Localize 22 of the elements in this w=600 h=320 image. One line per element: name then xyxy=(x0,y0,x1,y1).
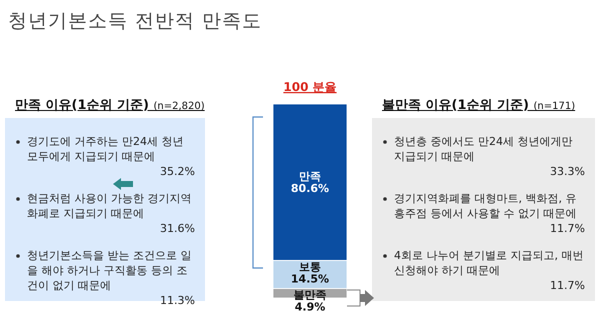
text: 경기지역화폐를 대형마트, 백화점, 유흥주점 등에서 사용할 수 없기 때문에 xyxy=(393,191,578,221)
text: 4회로 나누어 분기별로 지급되고, 매번 신청해야 하기 때문에 xyxy=(393,248,584,278)
data-label: 4.9% xyxy=(294,300,326,314)
text: 11.7% xyxy=(549,278,585,293)
series-label: 불만족 xyxy=(294,288,326,302)
series-label: 보통 xyxy=(299,260,321,274)
text: 11.7% xyxy=(549,221,585,236)
text: 35.2% xyxy=(159,164,195,179)
text: 33.3% xyxy=(549,164,585,179)
data-label: 80.6% xyxy=(290,182,330,196)
text: (n=2,820) xyxy=(154,101,205,112)
chart-subtitle: 100 분율 xyxy=(283,80,337,94)
text: (n=171) xyxy=(534,101,576,112)
text: 청년기본소득을 받는 조건으로 일을 해야 하거나 구직활동 등의 조건이 없기 때문에 xyxy=(26,248,192,293)
chart-title: 청년기본소득 전반적 만족도 xyxy=(8,9,262,34)
text: 청년층 중에서도 만24세 청년에게만 지급되기 때문에 xyxy=(393,134,574,164)
data-label: 14.5% xyxy=(290,272,330,286)
text: 11.3% xyxy=(159,293,195,308)
text: 경기도에 거주하는 만24세 청년 모두에게 지급되기 때문에 xyxy=(26,134,184,164)
text: 현금처럼 사용이 가능한 경기지역화폐로 지급되기 때문에 xyxy=(26,191,192,221)
text: 31.6% xyxy=(159,221,195,236)
series-label: 만족 xyxy=(299,170,321,184)
